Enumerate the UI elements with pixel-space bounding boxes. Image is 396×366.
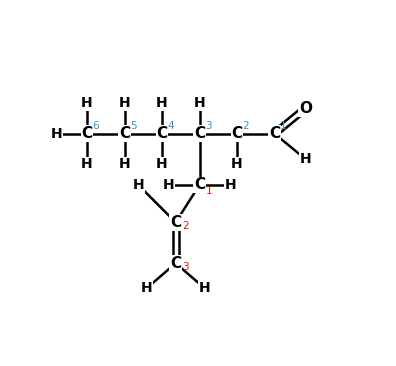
Text: C: C [82,126,93,141]
Text: C: C [232,126,243,141]
Text: H: H [141,281,152,295]
Text: H: H [51,127,62,141]
Text: C: C [156,126,168,141]
Text: 5: 5 [130,121,137,131]
Text: 3: 3 [182,262,188,272]
Text: C: C [170,256,181,271]
Text: H: H [119,96,130,110]
Text: H: H [225,178,236,192]
Text: 1: 1 [206,186,212,196]
Text: H: H [299,152,311,166]
Text: C: C [170,215,181,230]
Text: 6: 6 [93,121,99,131]
Text: O: O [299,101,312,116]
Text: H: H [194,96,206,110]
Text: 4: 4 [168,121,174,131]
Text: H: H [156,157,168,171]
Text: C: C [269,126,280,141]
Text: C: C [194,178,205,192]
Text: 2: 2 [242,121,249,131]
Text: H: H [132,178,144,192]
Text: H: H [81,96,93,110]
Text: 2: 2 [182,221,188,231]
Text: 1: 1 [279,121,286,131]
Text: H: H [119,157,130,171]
Text: H: H [163,178,175,192]
Text: C: C [194,126,205,141]
Text: H: H [199,281,211,295]
Text: C: C [119,126,130,141]
Text: H: H [156,96,168,110]
Text: 3: 3 [205,121,211,131]
Text: H: H [231,157,243,171]
Text: H: H [81,157,93,171]
